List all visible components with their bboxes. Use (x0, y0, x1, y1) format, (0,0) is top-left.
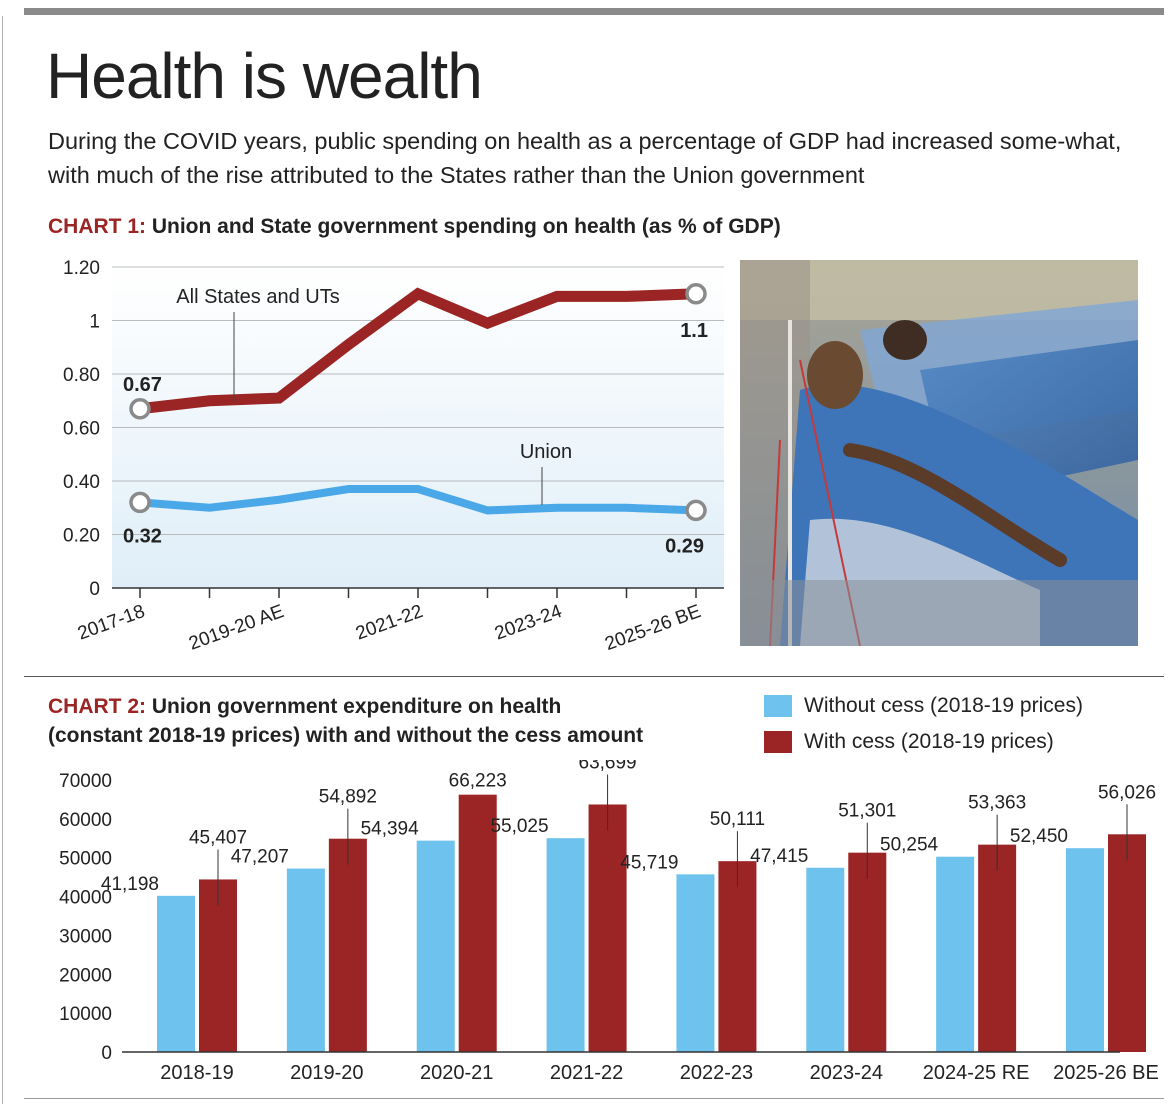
union-endpoint-marker (685, 499, 707, 522)
bar-with-cess (199, 879, 237, 1052)
union-series-line (139, 485, 697, 515)
bar-without-cess (546, 838, 585, 1052)
chart2-x-tick-label: 2019-20 (290, 1062, 363, 1084)
chart1-title: CHART 1: Union and State government spen… (48, 212, 781, 241)
chart2-legend: Without cess (2018-19 prices) With cess … (764, 688, 1083, 760)
chart2-y-tick-label: 60000 (59, 810, 112, 831)
top-rule (24, 8, 1164, 15)
chart2-title: CHART 2: Union government expenditure on… (48, 692, 643, 750)
deck: During the COVID years, public spending … (48, 128, 1122, 188)
bar-with-cess (588, 804, 627, 1052)
chart1-y-tick-label: 0.20 (63, 526, 100, 547)
union-start-label: 0.32 (123, 525, 162, 547)
chart2-y-tick-label: 0 (101, 1043, 112, 1064)
legend-item-with-cess: With cess (2018-19 prices) (764, 724, 1083, 760)
chart2-y-tick-label: 30000 (59, 926, 112, 947)
chart2-y-tick-label: 40000 (59, 888, 112, 909)
legend-label-without-cess: Without cess (2018-19 prices) (804, 694, 1083, 717)
states-end-label: 1.1 (680, 320, 708, 342)
union-series-label: Union (520, 441, 572, 463)
hospital-ward-photo (740, 260, 1138, 647)
bar-value-label-with-cess: 51,301 (838, 801, 896, 822)
bar-value-label-with-cess: 50,111 (710, 809, 765, 830)
chart2-x-tick-label: 2024-25 RE (923, 1062, 1030, 1084)
bar-value-label-with-cess: 54,892 (319, 787, 377, 808)
bottom-rule (24, 1098, 1164, 1099)
chart2-x-tick-label: 2018-19 (160, 1062, 233, 1084)
chart2-y-tick-label: 20000 (59, 965, 112, 986)
bar-without-cess (416, 840, 455, 1052)
bar-without-cess (1066, 848, 1104, 1052)
left-rule (2, 16, 3, 1104)
bar-value-label-with-cess: 45,407 (189, 827, 247, 848)
bar-value-label-without-cess: 55,025 (490, 816, 548, 837)
bar-value-label-without-cess: 47,415 (750, 846, 808, 867)
chart2-y-tick-label: 70000 (59, 771, 112, 792)
chart1-y-tick-label: 0.80 (63, 365, 100, 386)
legend-label-with-cess: With cess (2018-19 prices) (804, 730, 1054, 753)
chart2-x-tick-label: 2023-24 (810, 1062, 883, 1084)
bar-with-cess (718, 861, 757, 1052)
bar-value-label-with-cess: 56,026 (1098, 782, 1156, 803)
bar-without-cess (676, 874, 715, 1052)
bar-with-cess (328, 838, 367, 1052)
bar-value-label-with-cess: 53,363 (968, 793, 1026, 814)
union-endpoint-marker (129, 491, 151, 514)
chart2-title-line1: Union government expenditure on health (146, 695, 562, 718)
bar-with-cess (848, 852, 887, 1052)
bar-value-label-without-cess: 52,450 (1010, 826, 1068, 847)
chart2-x-tick-label: 2020-21 (420, 1062, 493, 1084)
chart2-y-tick-label: 50000 (59, 849, 112, 870)
chart1-x-tick-label: 2021-22 (353, 601, 426, 645)
chart2-tag: CHART 2: (48, 695, 146, 718)
bar-value-label-without-cess: 41,198 (101, 874, 159, 895)
chart1-line-chart: 0 0.20 0.40 0.60 0.80 1 1.20 2017-18 2019-20 AE 2… (63, 258, 724, 655)
chart1-y-tick-label: 1.20 (63, 258, 100, 279)
bar-value-label-without-cess: 47,207 (231, 847, 289, 868)
legend-swatch-without-cess (764, 695, 792, 717)
chart1-title-text: Union and State government spending on h… (146, 215, 781, 238)
bar-value-label-with-cess: 63,699 (579, 760, 637, 773)
chart1-x-tick-label: 2023-24 (492, 601, 565, 645)
bar-with-cess (1108, 834, 1146, 1052)
bar-value-label-without-cess: 50,254 (880, 835, 939, 856)
legend-swatch-with-cess (764, 731, 792, 753)
states-start-label: 0.67 (123, 374, 162, 396)
states-series-line (139, 287, 697, 415)
chart1-y-tick-label: 0.60 (63, 419, 100, 440)
chart2-bar-chart: 0 10000 20000 30000 40000 50000 60000 70000 2018… (59, 760, 1159, 1084)
chart1-y-tick-label: 1 (89, 312, 100, 333)
bar-with-cess (458, 794, 497, 1052)
chart2-x-tick-label: 2025-26 BE (1053, 1062, 1159, 1084)
bar-value-label-without-cess: 54,394 (361, 819, 420, 840)
chart2-x-tick-label: 2021-22 (550, 1062, 623, 1084)
bar-without-cess (806, 867, 845, 1052)
legend-item-without-cess: Without cess (2018-19 prices) (764, 688, 1083, 724)
chart1-y-tick-label: 0 (89, 579, 100, 600)
states-series-label: All States and UTs (176, 286, 339, 308)
divider-rule (24, 676, 1164, 677)
bar-without-cess (936, 856, 975, 1052)
chart1-y-tick-label: 0.40 (63, 472, 100, 493)
bar-without-cess (286, 868, 325, 1052)
chart1-tag: CHART 1: (48, 215, 146, 238)
bar-value-label-with-cess: 66,223 (449, 771, 507, 792)
headline: Health is wealth (46, 40, 483, 112)
bar-without-cess (157, 895, 195, 1052)
chart2-title-line2: (constant 2018-19 prices) with and witho… (48, 724, 644, 747)
union-end-label: 0.29 (665, 535, 704, 557)
chart1-x-tick-label: 2025-26 BE (602, 601, 703, 655)
chart2-y-tick-label: 10000 (59, 1004, 112, 1025)
chart1-x-tick-label: 2019-20 AE (186, 601, 287, 655)
states-endpoint-marker (685, 283, 707, 305)
chart1-x-tick-label: 2017-18 (75, 601, 148, 645)
bar-with-cess (978, 844, 1017, 1052)
chart2-x-tick-label: 2022-23 (680, 1062, 753, 1084)
bar-value-label-without-cess: 45,719 (620, 852, 678, 873)
states-endpoint-marker (129, 398, 151, 420)
